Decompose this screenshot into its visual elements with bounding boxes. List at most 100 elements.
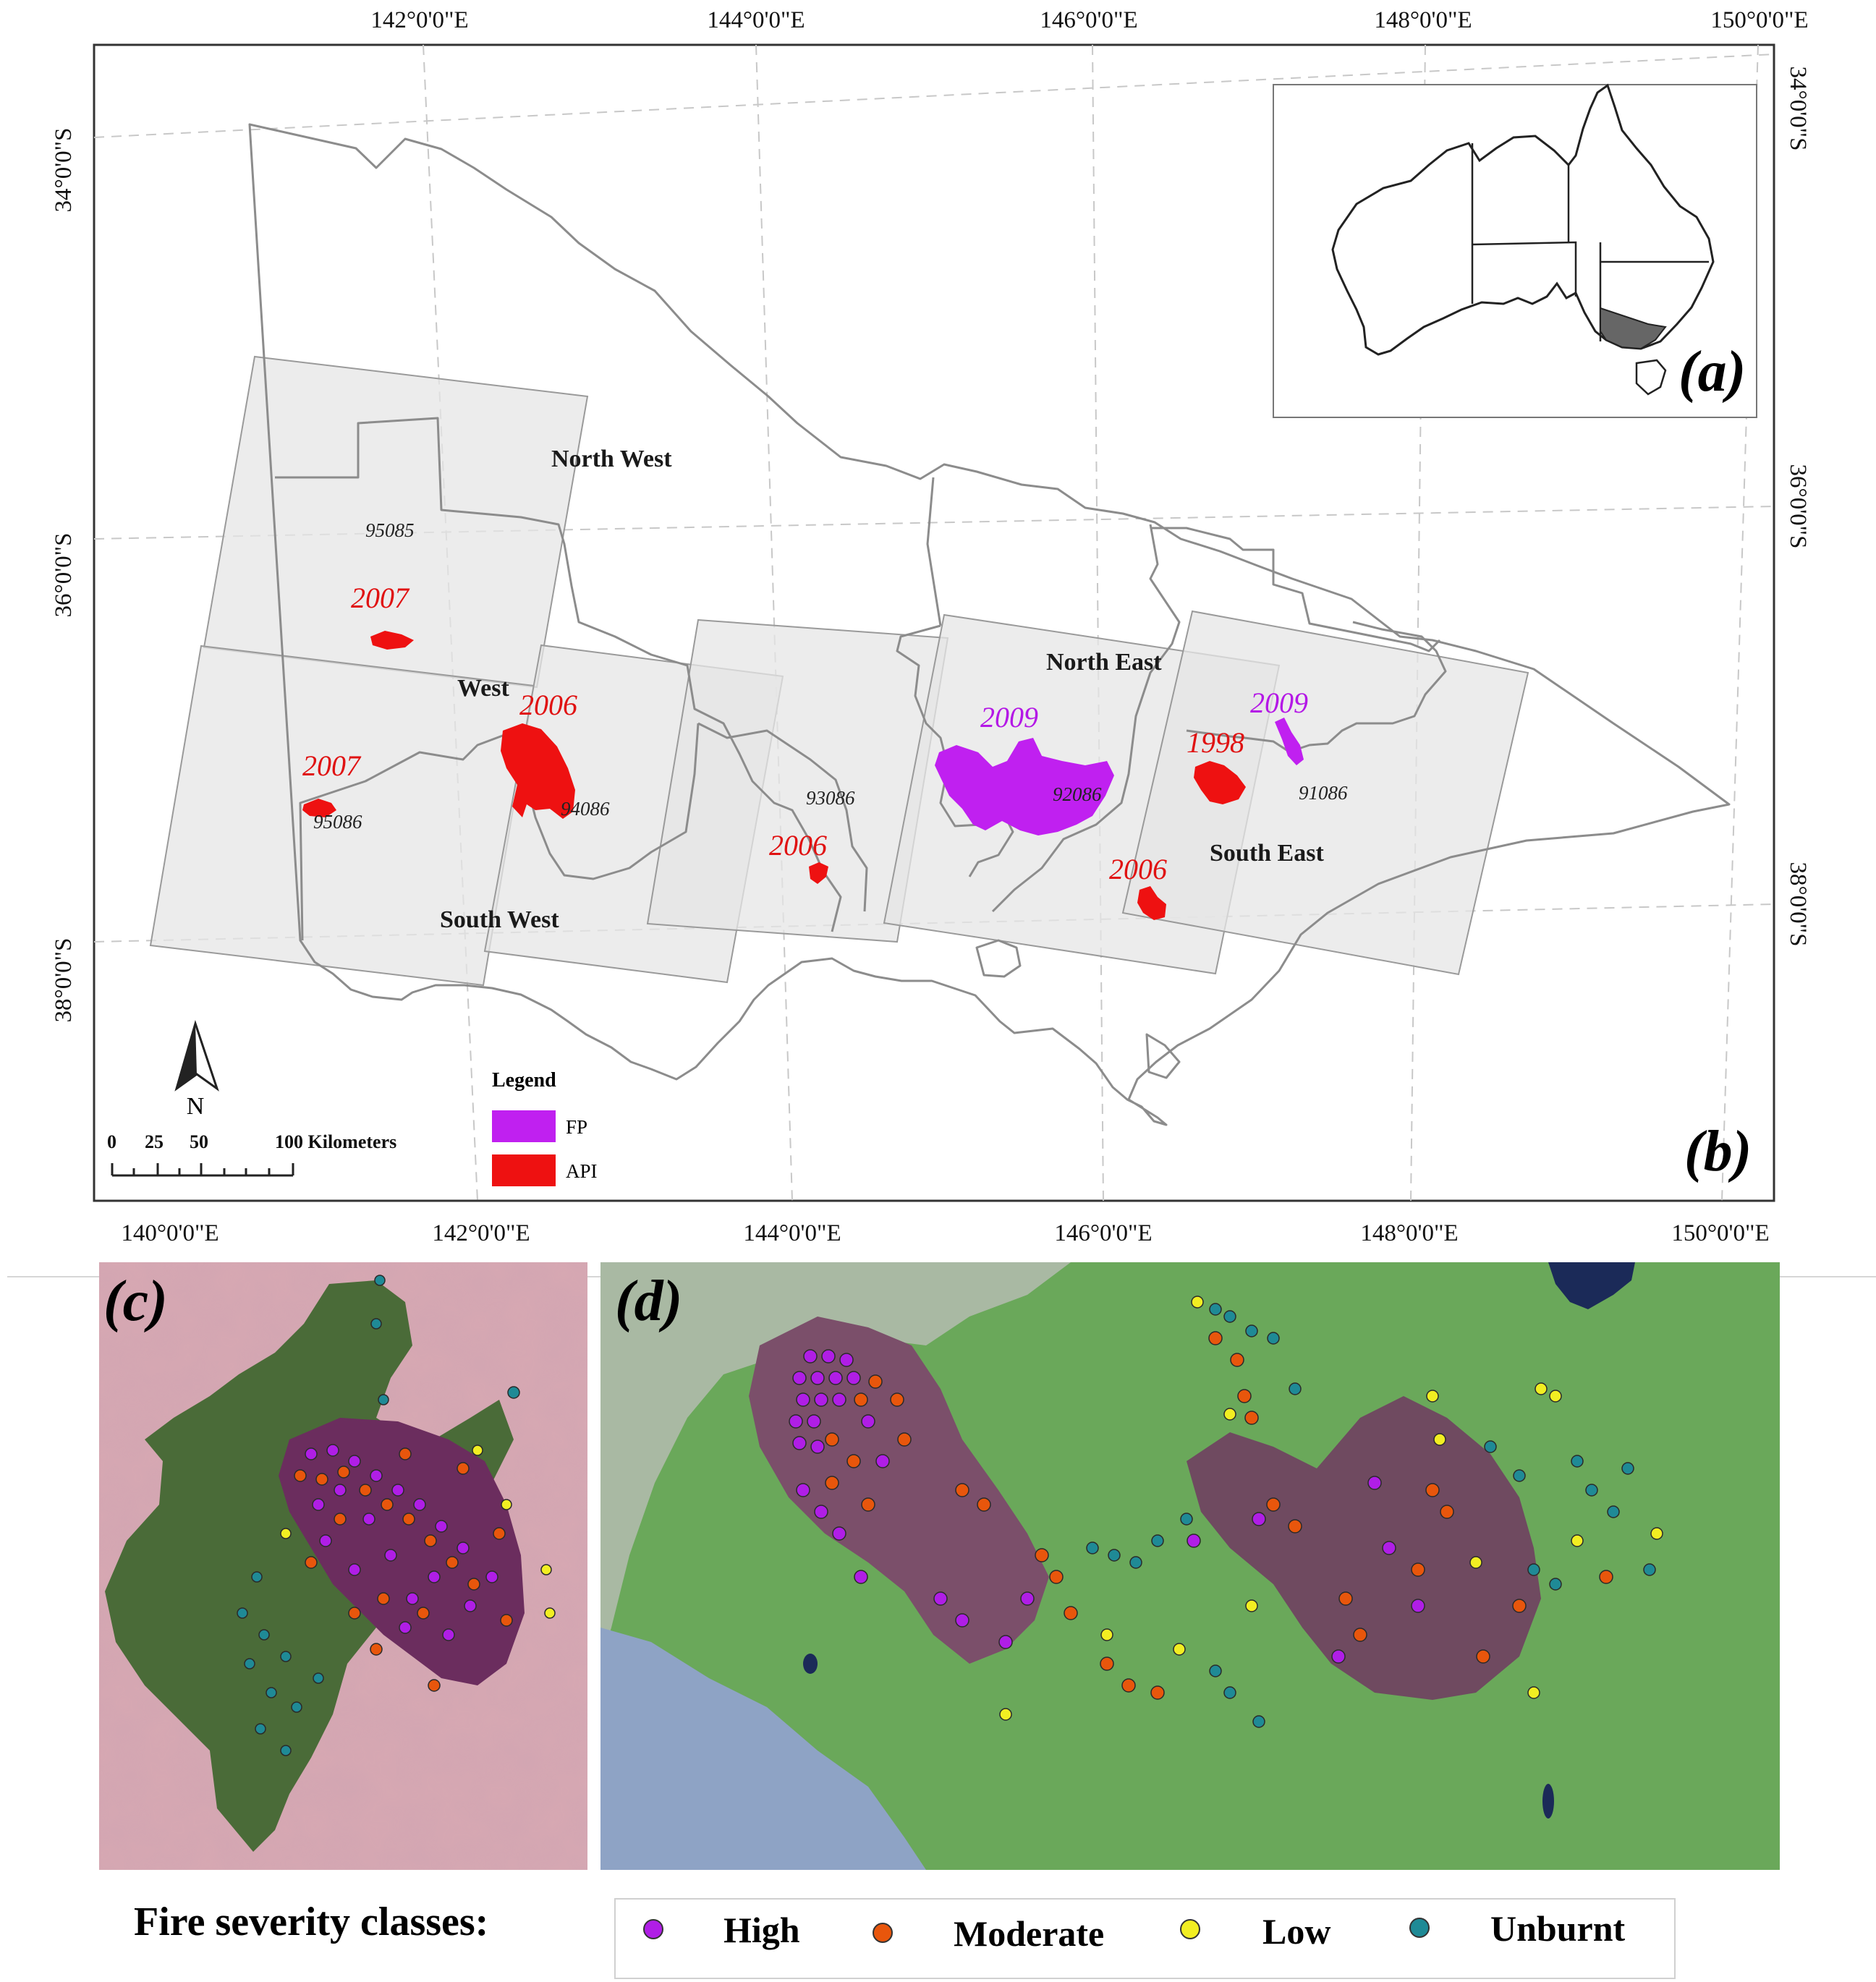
scale-bar-label: 50: [190, 1131, 208, 1152]
lon-top-label: 148°0'0"E: [1374, 7, 1472, 33]
panel-c-sample-points: [237, 1275, 556, 1756]
lon-bottom-label: 140°0'0"E: [121, 1220, 218, 1246]
panel-label-d: (d): [615, 1269, 682, 1333]
scene-footprint-91086: [1121, 610, 1529, 976]
latitude-labels-right: 34°0'0"S 36°0'0"S 38°0'0"S: [1785, 67, 1811, 947]
longitude-labels-bottom: 140°0'0"E 142°0'0"E 144°0'0"E 146°0'0"E …: [121, 1220, 1769, 1246]
scale-bar-label: 0: [107, 1131, 116, 1152]
lon-bottom-label: 144°0'0"E: [743, 1220, 841, 1246]
fire-year-label-1998-east: 1998: [1187, 726, 1244, 759]
scene-footprint-93086: [646, 618, 949, 943]
legend-title: Legend: [492, 1069, 556, 1092]
map-legend: Legend FP API: [492, 1069, 598, 1186]
panel-d-southwest-plains: [600, 1628, 926, 1870]
lon-top-label: 146°0'0"E: [1040, 7, 1137, 33]
legend-swatch-api: [492, 1154, 556, 1186]
legend-label-fp: FP: [566, 1116, 587, 1138]
severity-swatch-moderate: [873, 1923, 893, 1943]
fire-year-label-2009-east: 2009: [1250, 686, 1308, 719]
lat-left-label: 38°0'0"S: [51, 938, 77, 1023]
north-arrow: N: [174, 1019, 219, 1120]
severity-legend-title: Fire severity classes:: [134, 1900, 488, 1944]
fire-year-label-2007-north: 2007: [351, 582, 410, 614]
lat-right-label: 38°0'0"S: [1785, 862, 1811, 947]
scale-bar-ruler: [111, 1163, 294, 1177]
satellite-panel-d: (d): [600, 1262, 1780, 1870]
fire-year-label-2009-central: 2009: [980, 701, 1038, 733]
lat-right-label: 36°0'0"S: [1785, 464, 1811, 549]
legend-label-api: API: [566, 1160, 598, 1182]
victoria-outline: [248, 123, 1731, 1126]
fire-polygon-api-2006-west: [501, 723, 575, 819]
fire-polygon-api-2007-north: [370, 631, 414, 650]
fire-year-label-2006-east: 2006: [1109, 853, 1167, 885]
fire-year-labels: 2007 2006 2007 2006 2009 2009 1998 2006: [302, 582, 1308, 885]
region-label-south-east: South East: [1210, 840, 1324, 867]
lat-left-label: 34°0'0"S: [51, 128, 77, 213]
fire-polygon-fp-2009-central: [935, 738, 1114, 835]
severity-swatch-high: [643, 1919, 663, 1939]
scene-label-91086: 91086: [1299, 782, 1348, 804]
region-label-south-west: South West: [440, 906, 559, 933]
region-boundary-north-east: [1287, 621, 1447, 754]
region-label-north-west: North West: [551, 446, 672, 472]
severity-label-unburnt: Unburnt: [1490, 1908, 1626, 1949]
severity-legend-box: [614, 1898, 1676, 1979]
region-label-north-east: North East: [1046, 649, 1162, 676]
fire-polygon-api-2007-west: [302, 799, 336, 817]
panel-d-sample-points: [789, 1296, 1663, 1728]
fire-polygon-fp-2009-east: [1275, 718, 1304, 765]
latitude-labels-left: 34°0'0"S 36°0'0"S 38°0'0"S: [51, 128, 77, 1023]
panel-label-b: (b): [1684, 1120, 1752, 1183]
scene-label-95086: 95086: [313, 811, 362, 833]
inset-panel-a: (a): [1273, 83, 1757, 418]
fire-polygon-api-2006-east: [1137, 886, 1166, 920]
lon-top-label: 144°0'0"E: [707, 7, 805, 33]
fire-polygon-api-2006-central: [809, 862, 828, 884]
satellite-panel-c: (c): [99, 1262, 587, 1870]
longitude-labels-top: 142°0'0"E 144°0'0"E 146°0'0"E 148°0'0"E …: [370, 7, 1808, 33]
severity-label-high: High: [723, 1910, 800, 1950]
panel-label-a: (a): [1678, 340, 1746, 404]
fire-year-label-2007-west: 2007: [302, 749, 362, 782]
north-arrow-label: N: [187, 1093, 205, 1120]
australia-outline: [1331, 83, 1715, 356]
severity-label-low: Low: [1262, 1911, 1330, 1952]
fire-polygons: [302, 631, 1304, 920]
scene-label-92086: 92086: [1053, 783, 1102, 805]
fire-polygon-api-1998-east: [1194, 761, 1246, 804]
map-panel-b: North West West North East South East So…: [51, 7, 1811, 1246]
scene-label-95085: 95085: [365, 519, 415, 541]
panel-label-c: (c): [103, 1269, 168, 1333]
lon-bottom-label: 148°0'0"E: [1360, 1220, 1458, 1246]
victoria-highlight: [1600, 307, 1667, 350]
scene-footprint-95086: [149, 645, 535, 987]
lon-bottom-label: 142°0'0"E: [432, 1220, 530, 1246]
panel-d-northwest-terrain: [600, 1262, 1071, 1664]
panel-d-reservoir: [1542, 1784, 1554, 1819]
panel-d-burn-scar-east: [1187, 1396, 1541, 1700]
fire-year-label-2006-central: 2006: [769, 829, 827, 862]
severity-legend: Fire severity classes: High Moderate Low…: [134, 1898, 1676, 1979]
scene-label-94086: 94086: [561, 798, 610, 820]
tasmania: [1635, 359, 1667, 396]
region-label-west: West: [457, 675, 509, 702]
lat-left-label: 36°0'0"S: [51, 533, 77, 618]
australia-state-borders: [1471, 143, 1709, 341]
panel-d-reservoir: [803, 1654, 818, 1674]
lat-right-label: 34°0'0"S: [1785, 67, 1811, 151]
victoria-boundary: [248, 123, 1731, 1126]
scale-bar-label: 25: [145, 1131, 164, 1152]
severity-swatch-unburnt: [1409, 1918, 1430, 1938]
panel-d-lake: [1548, 1262, 1635, 1309]
scene-labels: 95085 95086 94086 93086 92086 91086: [313, 519, 1348, 833]
south-east-coast-detail: [975, 939, 1181, 1079]
legend-swatch-fp: [492, 1110, 556, 1142]
scale-bar-label: 100 Kilometers: [275, 1131, 396, 1152]
severity-label-moderate: Moderate: [954, 1913, 1104, 1954]
severity-swatch-low: [1180, 1919, 1200, 1939]
fire-year-label-2006-west: 2006: [519, 689, 577, 721]
lon-bottom-label: 146°0'0"E: [1054, 1220, 1152, 1246]
lon-bottom-label: 150°0'0"E: [1671, 1220, 1769, 1246]
